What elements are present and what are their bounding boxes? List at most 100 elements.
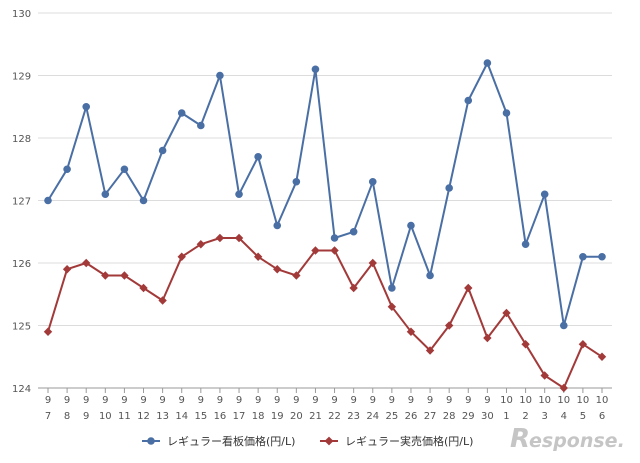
x-tick-month: 9 [465,395,471,406]
y-axis: 124 125 126 127 128 129 130 [12,9,31,395]
data-point [82,102,91,111]
data-point [425,346,435,355]
watermark-logo-letter: R [510,424,530,454]
data-point [349,227,358,236]
x-tick-day: 15 [194,411,207,422]
x-tick-day: 4 [561,411,567,422]
y-tick-label: 127 [12,197,31,208]
data-point [387,302,397,311]
x-tick-day: 17 [233,411,246,422]
x-tick-day: 22 [328,411,341,422]
x-tick-month: 9 [217,395,223,406]
x-tick-month: 9 [446,395,452,406]
data-point [292,177,301,186]
x-tick-month: 9 [484,395,490,406]
data-point [139,196,148,205]
x-tick-month: 9 [179,395,185,406]
x-tick-month: 9 [255,395,261,406]
legend-item-signboard[interactable]: レギュラー看板価格(円/L) [142,434,295,448]
legend-diamond-marker [324,436,334,446]
data-point [579,252,587,261]
data-point [407,221,415,230]
x-tick-day: 13 [156,411,169,422]
data-point [444,321,454,330]
x-tick-month: 9 [64,395,70,406]
data-point [483,59,492,67]
x-tick-month: 9 [312,395,318,406]
x-tick-day: 18 [252,411,265,422]
data-point [464,96,473,105]
data-point [101,271,110,280]
x-tick-month: 10 [500,395,513,406]
x-tick-day: 9 [83,411,89,422]
legend: レギュラー看板価格(円/L) レギュラー実売価格(円/L) [142,434,473,448]
x-tick-day: 11 [118,411,131,422]
data-point [63,165,71,174]
x-tick-month: 9 [350,395,356,406]
data-point [521,240,530,249]
x-tick-day: 8 [64,411,70,422]
x-tick-day: 14 [175,411,188,422]
x-tick-month: 9 [159,395,165,406]
data-point [311,65,320,74]
data-point [559,383,568,393]
x-tick-day: 1 [503,411,509,422]
data-point [502,308,511,318]
x-tick-day: 6 [599,411,605,422]
x-tick-month: 9 [427,395,433,406]
x-tick-month: 9 [140,395,146,406]
data-point [330,234,339,242]
y-tick-label: 126 [12,259,31,270]
x-tick-month: 9 [370,395,376,406]
x-tick-month: 9 [83,395,89,406]
gridlines [38,12,612,389]
x-tick-month: 9 [293,395,299,406]
x-tick-day: 23 [347,411,360,422]
x-tick-month: 10 [538,395,551,406]
data-point [330,246,339,255]
x-tick-month: 9 [236,395,242,406]
x-tick-day: 12 [137,411,150,422]
data-point [368,258,377,268]
data-point [82,258,91,268]
y-tick-label: 130 [12,9,31,20]
legend-item-actual[interactable]: レギュラー実売価格(円/L) [320,434,473,448]
data-point [578,340,588,349]
data-point [483,333,492,343]
watermark-text: esponse. [529,430,625,452]
x-tick-month: 9 [45,395,51,406]
x-tick-month: 10 [557,395,570,406]
data-point [43,327,53,336]
data-point [158,296,167,305]
data-point [177,252,186,261]
data-point [426,271,434,280]
x-tick-day: 10 [99,411,112,422]
data-point [139,283,148,293]
x-tick-day: 2 [522,411,528,422]
x-tick-day: 30 [481,411,494,422]
data-point [368,177,377,186]
x-tick-month: 9 [121,395,127,406]
data-point [177,109,186,117]
data-point [101,190,110,199]
y-tick-label: 125 [12,322,31,333]
legend-label-signboard: レギュラー看板価格(円/L) [167,434,295,448]
series-group [43,59,607,393]
x-tick-day: 16 [214,411,227,422]
data-point [292,271,301,280]
series-line-0 [47,62,602,327]
x-tick-day: 26 [405,411,418,422]
y-tick-label: 129 [12,72,31,83]
x-tick-month: 10 [577,395,590,406]
data-point [502,109,511,117]
data-point [540,371,549,380]
data-point [158,146,167,155]
response-watermark: R esponse. [510,424,625,454]
data-point [349,283,358,293]
x-tick-day: 5 [580,411,586,422]
data-point [598,252,606,261]
x-tick-month: 9 [408,395,414,406]
series-line-1 [47,237,603,389]
y-tick-label: 124 [12,384,31,395]
data-point [234,233,244,243]
